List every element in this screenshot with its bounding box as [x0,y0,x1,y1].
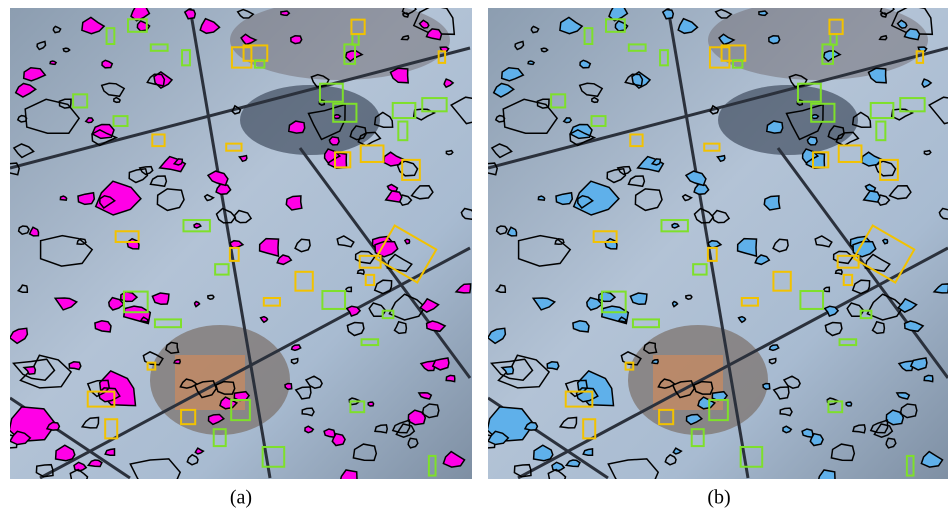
detected-region [802,429,813,437]
caption: (b) [707,487,730,509]
detected-region [846,402,851,406]
detected-region [368,402,373,406]
detected-region [174,360,180,364]
detected-region [194,224,201,228]
detected-region [286,196,302,210]
page: (a) (b) (() => { const data = JSON.parse… [0,0,948,514]
figure: (a) (b) [0,0,948,514]
detected-region [50,61,56,64]
detected-region [652,360,658,364]
detected-region [605,239,617,249]
detected-region [528,61,534,64]
detected-region [812,115,819,119]
detected-region [332,434,345,446]
detected-region [769,36,780,44]
detected-region [630,293,647,304]
detected-region [152,293,169,304]
detected-region [883,239,888,243]
detected-region [672,224,679,228]
detected-region [446,375,455,381]
detected-region [911,358,927,370]
detected-region [810,434,823,446]
detected-region [334,115,341,119]
detected-region [759,11,767,15]
image-panel-b [479,0,948,494]
detected-region [324,429,335,437]
detected-region [69,362,81,370]
detected-region [807,137,817,145]
detected-region [291,36,302,44]
detected-region [547,362,559,370]
detected-region [538,196,544,200]
detected-region [60,196,66,200]
detected-region [763,384,770,390]
detected-region [281,11,289,15]
caption: (a) [230,487,252,509]
detected-region [405,239,410,243]
dark-area [718,85,858,155]
detected-region [329,137,339,145]
detected-region [924,375,933,381]
detected-region [127,239,139,249]
detected-region [764,196,780,210]
detected-region [433,358,449,370]
detected-region [285,384,292,390]
image-panel-a [1,0,484,494]
dark-area [240,85,380,155]
